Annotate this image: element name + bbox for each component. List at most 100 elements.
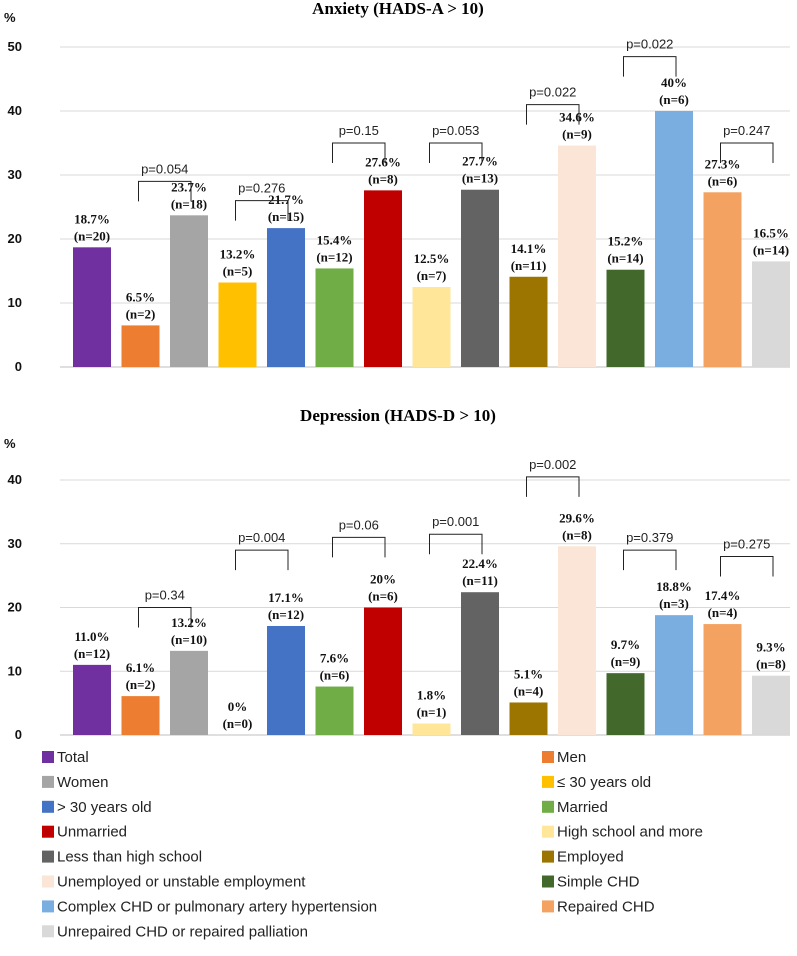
bar-value-label: 14.1% (511, 241, 547, 256)
comparison-bracket (235, 549, 289, 571)
legend-label: Complex CHD or pulmonary artery hyperten… (57, 898, 377, 915)
bar-count-label: (n=10) (171, 632, 207, 647)
legend-swatch (42, 875, 54, 888)
bar-value-label: 18.8% (656, 579, 692, 594)
comparison-bracket (138, 180, 192, 202)
y-tick-label: 30 (8, 536, 22, 551)
p-value-label: p=0.34 (145, 588, 185, 603)
bar-count-label: (n=11) (462, 573, 498, 588)
legend-swatch (42, 850, 54, 863)
legend-label: Unemployed or unstable employment (57, 874, 306, 891)
legend-label: Men (557, 749, 586, 766)
bar-10 (509, 276, 548, 367)
legend-swatch (542, 825, 554, 838)
comparison-bracket (526, 104, 580, 125)
bar-count-label: (n=5) (223, 264, 253, 279)
bar-4 (218, 282, 257, 367)
comparison-bracket (138, 607, 192, 628)
chart-depression: Depression (HADS-D > 10)% 0 10 20 30 40 11.0% (… (4, 406, 790, 742)
legend-label: Less than high school (57, 849, 202, 866)
bar-count-label: (n=6) (659, 92, 689, 107)
bar-9 (461, 592, 499, 735)
legend-swatch (42, 775, 54, 788)
p-value-label: p=0.247 (723, 123, 770, 138)
y-tick-label: 0 (15, 359, 22, 374)
bar-count-label: (n=6) (368, 589, 398, 604)
y-axis-unit-label: % (4, 10, 16, 25)
bar-2 (121, 696, 160, 735)
bar-3 (170, 650, 208, 735)
bar-value-label: 0% (228, 699, 248, 714)
bar-9 (461, 189, 499, 367)
bar-count-label: (n=8) (756, 657, 786, 672)
bar-value-label: 13.2% (171, 615, 207, 630)
legend-label: Simple CHD (557, 874, 640, 891)
comparison-bracket (720, 142, 774, 163)
p-value-label: p=0.275 (723, 537, 770, 552)
y-tick-label: 40 (8, 472, 22, 487)
comparison-bracket (429, 142, 483, 163)
p-value-label: p=0.002 (529, 457, 576, 472)
bar-3 (170, 215, 208, 367)
bar-count-label: (n=4) (514, 683, 544, 698)
p-value-label: p=0.053 (432, 123, 479, 138)
y-tick-label: 0 (15, 727, 22, 742)
legend-swatch (42, 751, 54, 763)
bar-count-label: (n=9) (611, 654, 641, 669)
bar-value-label: 29.6% (559, 510, 595, 525)
bar-count-label: (n=4) (708, 605, 738, 620)
comparison-bracket (332, 142, 386, 163)
comparison-bracket (720, 556, 774, 577)
bar-value-label: 20% (370, 572, 396, 587)
bar-value-label: 21.7% (268, 192, 304, 207)
comparison-bracket (623, 549, 677, 571)
p-value-label: p=0.15 (339, 123, 379, 138)
p-value-label: p=0.06 (339, 517, 379, 532)
comparison-bracket (526, 476, 580, 497)
bar-1 (73, 247, 111, 367)
bar-value-label: 34.6% (559, 110, 595, 125)
bar-count-label: (n=11) (511, 258, 547, 273)
bar-value-label: 15.4% (317, 232, 353, 247)
y-tick-label: 30 (8, 167, 22, 182)
bar-count-label: (n=6) (708, 173, 738, 188)
p-value-label: p=0.022 (626, 37, 673, 52)
bar-value-label: 9.7% (611, 637, 640, 652)
bar-value-label: 6.1% (126, 660, 155, 675)
comparison-bracket (623, 56, 677, 77)
legend-label: Married (557, 799, 608, 816)
bar-count-label: (n=14) (607, 251, 643, 266)
legend-swatch (542, 875, 554, 888)
legend-swatch (42, 900, 54, 913)
bar-count-label: (n=9) (562, 127, 592, 142)
comparison-bracket (332, 536, 386, 558)
chart-anxiety: Anxiety (HADS-A > 10)% 0 10 20 30 40 50 18.7% (n… (4, 0, 790, 374)
bar-6 (315, 686, 354, 735)
bar-value-label: 40% (661, 75, 687, 90)
bar-value-label: 7.6% (320, 651, 349, 666)
y-tick-label: 10 (8, 663, 22, 678)
bar-count-label: (n=2) (126, 677, 156, 692)
comparison-bracket (429, 533, 483, 555)
bar-value-label: 1.8% (417, 688, 446, 703)
bar-value-label: 9.3% (756, 640, 785, 655)
bar-count-label: (n=6) (320, 668, 350, 683)
bar-13 (655, 615, 693, 735)
bar-15 (752, 675, 790, 735)
legend-label: Repaired CHD (557, 898, 655, 915)
p-value-label: p=0.379 (626, 530, 673, 545)
bar-1 (73, 664, 111, 735)
bar-12 (606, 673, 645, 735)
bar-14 (703, 624, 742, 735)
bar-value-label: 12.5% (414, 251, 450, 266)
bar-value-label: 27.3% (705, 156, 741, 171)
bar-count-label: (n=15) (268, 209, 304, 224)
bar-15 (752, 261, 790, 367)
bar-6 (315, 268, 354, 367)
chart-title: Anxiety (HADS-A > 10) (312, 0, 484, 18)
bar-value-label: 27.6% (365, 154, 401, 169)
bar-value-label: 27.7% (462, 154, 498, 169)
bar-value-label: 22.4% (462, 556, 498, 571)
bar-count-label: (n=3) (659, 596, 689, 611)
bar-count-label: (n=12) (74, 646, 110, 661)
